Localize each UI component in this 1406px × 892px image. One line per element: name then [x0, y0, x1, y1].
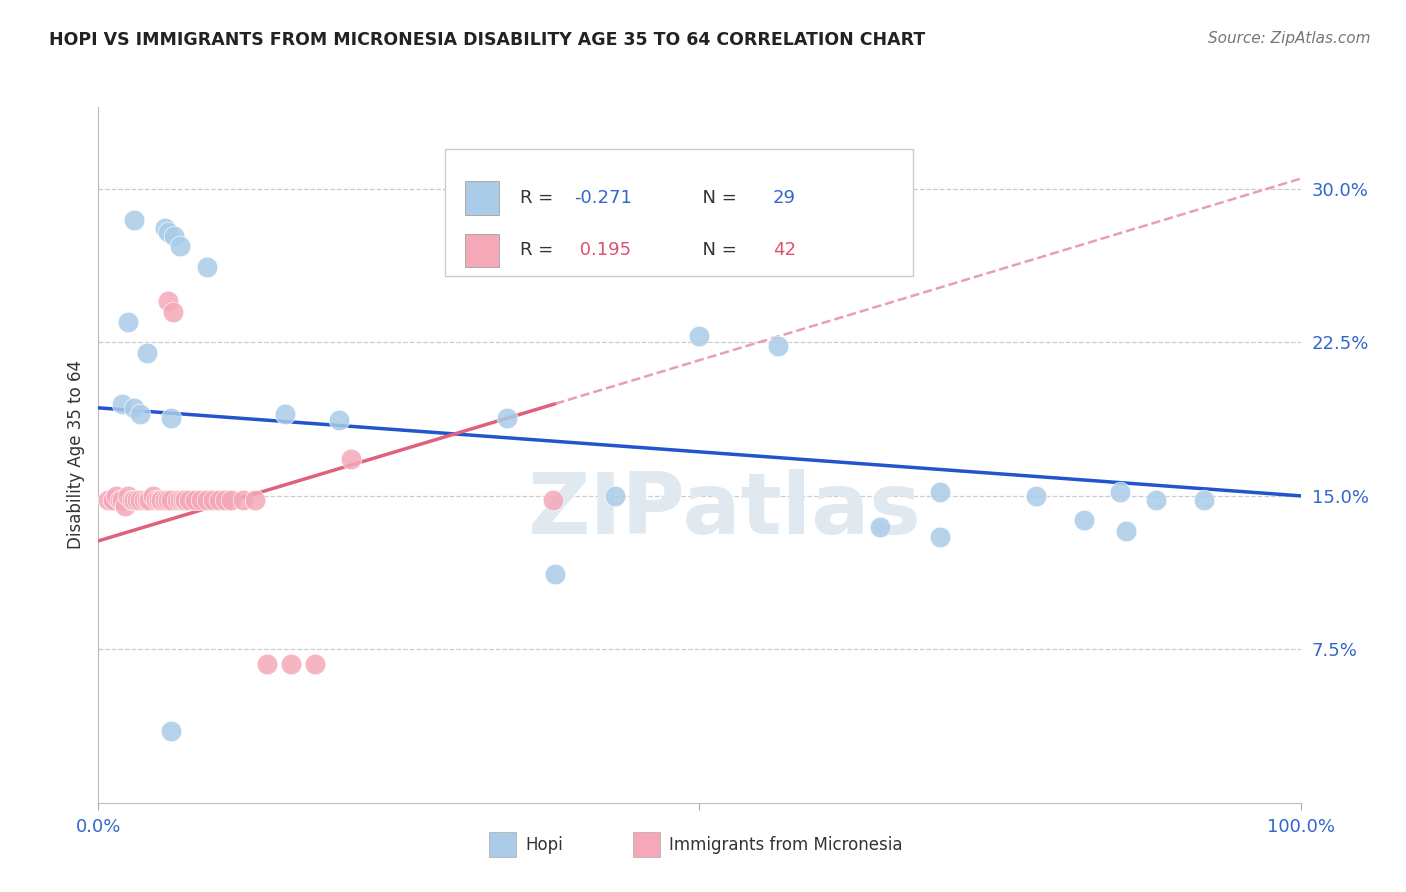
Point — [1115, 524, 1137, 538]
Point — [129, 407, 152, 421]
Point — [153, 492, 176, 507]
Point — [232, 492, 254, 507]
Point — [159, 411, 181, 425]
Text: Immigrants from Micronesia: Immigrants from Micronesia — [669, 836, 903, 854]
Bar — [465, 234, 499, 267]
Point — [183, 492, 205, 507]
Point — [174, 492, 197, 507]
Text: R =: R = — [520, 242, 560, 260]
Point — [121, 492, 143, 507]
Point — [340, 452, 363, 467]
Point — [195, 260, 218, 274]
Point — [689, 329, 711, 343]
Point — [544, 566, 567, 581]
Point — [1109, 484, 1132, 499]
Point — [166, 492, 188, 507]
Point — [148, 492, 170, 507]
Point — [605, 489, 627, 503]
Point — [190, 492, 212, 507]
Point — [928, 530, 950, 544]
Point — [97, 492, 120, 507]
Point — [219, 492, 242, 507]
Point — [114, 499, 136, 513]
Point — [135, 492, 157, 507]
Text: N =: N = — [692, 242, 742, 260]
Point — [124, 401, 146, 415]
Text: R =: R = — [520, 189, 560, 207]
Point — [169, 239, 191, 253]
Y-axis label: Disability Age 35 to 64: Disability Age 35 to 64 — [66, 360, 84, 549]
Point — [117, 315, 139, 329]
Point — [138, 492, 160, 507]
Point — [195, 492, 218, 507]
Point — [243, 492, 266, 507]
Text: Hopi: Hopi — [526, 836, 562, 854]
Point — [280, 657, 302, 671]
Point — [145, 492, 167, 507]
Point — [153, 220, 176, 235]
Point — [177, 492, 200, 507]
Point — [162, 304, 184, 318]
Text: ZIPatlas: ZIPatlas — [527, 469, 921, 552]
Point — [149, 492, 172, 507]
Bar — [633, 832, 659, 857]
Text: 42: 42 — [773, 242, 796, 260]
Point — [159, 492, 181, 507]
Point — [214, 492, 236, 507]
Point — [159, 724, 181, 739]
Point — [157, 225, 180, 239]
Bar — [489, 832, 516, 857]
Point — [163, 229, 186, 244]
Point — [111, 492, 134, 507]
Point — [1025, 489, 1047, 503]
Point — [541, 492, 564, 507]
Text: -0.271: -0.271 — [575, 189, 633, 207]
Point — [111, 397, 134, 411]
Point — [105, 489, 128, 503]
Point — [129, 492, 152, 507]
Point — [201, 492, 224, 507]
Point — [1144, 492, 1167, 507]
Text: 29: 29 — [773, 189, 796, 207]
Point — [256, 657, 278, 671]
Point — [141, 489, 163, 503]
Point — [928, 484, 950, 499]
FancyBboxPatch shape — [444, 150, 914, 277]
Point — [1073, 513, 1095, 527]
Point — [1194, 492, 1216, 507]
Point — [117, 489, 139, 503]
Point — [135, 345, 157, 359]
Point — [304, 657, 326, 671]
Point — [274, 407, 297, 421]
Point — [869, 519, 891, 533]
Point — [766, 339, 789, 353]
Point — [208, 492, 231, 507]
Text: Source: ZipAtlas.com: Source: ZipAtlas.com — [1208, 31, 1371, 46]
Point — [124, 212, 146, 227]
Point — [169, 492, 191, 507]
Point — [108, 492, 131, 507]
Point — [496, 411, 519, 425]
Text: HOPI VS IMMIGRANTS FROM MICRONESIA DISABILITY AGE 35 TO 64 CORRELATION CHART: HOPI VS IMMIGRANTS FROM MICRONESIA DISAB… — [49, 31, 925, 49]
Text: 0.195: 0.195 — [575, 242, 631, 260]
Bar — [465, 181, 499, 215]
Point — [157, 294, 180, 309]
Point — [132, 492, 155, 507]
Text: N =: N = — [692, 189, 742, 207]
Point — [101, 492, 124, 507]
Point — [172, 492, 194, 507]
Point — [124, 492, 146, 507]
Point — [328, 413, 350, 427]
Point — [125, 492, 148, 507]
Point — [157, 492, 180, 507]
